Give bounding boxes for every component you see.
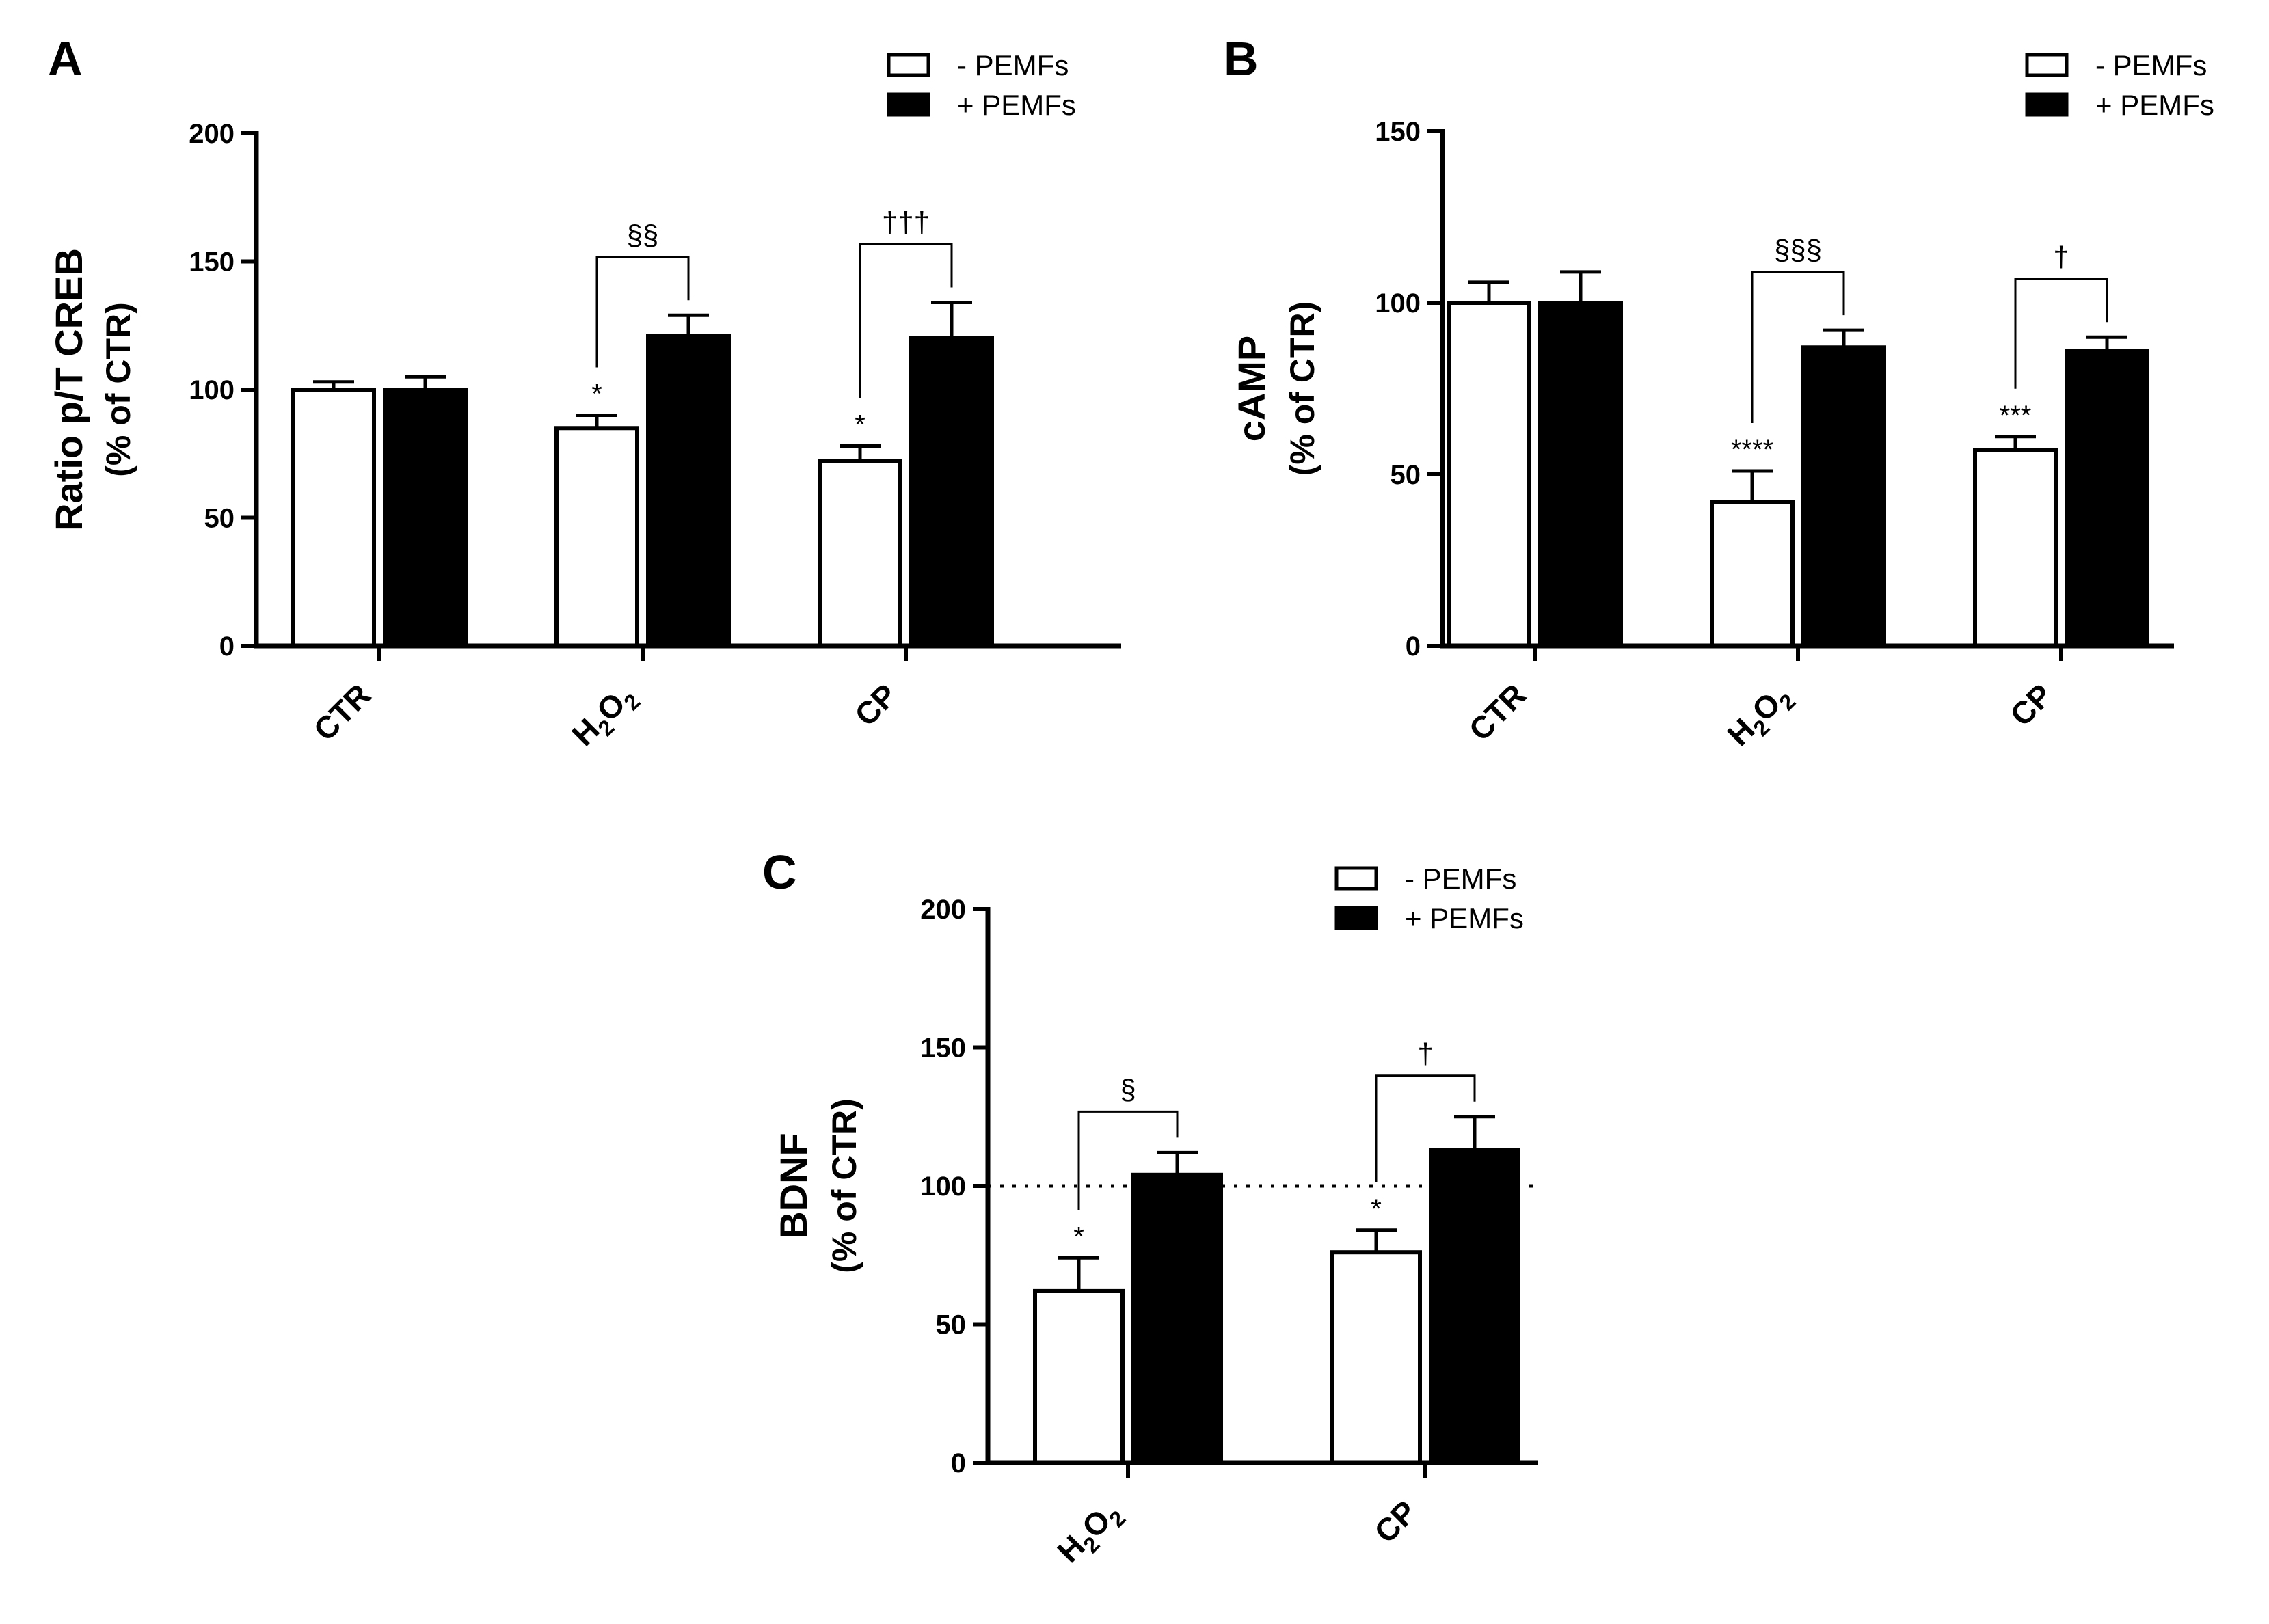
y-tick-label: 150 bbox=[920, 1033, 966, 1064]
legend-label: - PEMFs bbox=[1405, 863, 1516, 895]
x-category-label: CP bbox=[848, 677, 904, 733]
y-tick-label: 0 bbox=[219, 632, 234, 662]
y-tick-label: 100 bbox=[189, 375, 234, 405]
x-category-label: H2O2 bbox=[565, 677, 645, 757]
bar-plus-pemfs bbox=[1538, 301, 1623, 648]
significance-star: **** bbox=[1731, 435, 1773, 465]
legend-swatch bbox=[887, 92, 930, 117]
comparison-label: §§§ bbox=[1774, 234, 1822, 266]
y-tick-label: 50 bbox=[936, 1310, 967, 1340]
y-tick-label: 100 bbox=[920, 1172, 966, 1202]
significance-star: *** bbox=[2000, 401, 2032, 431]
comparison-label: §§ bbox=[627, 219, 659, 251]
bar-plus-pemfs bbox=[909, 336, 994, 648]
legend-label: - PEMFs bbox=[2095, 49, 2207, 81]
bar-plus-pemfs bbox=[1131, 1172, 1223, 1465]
y-tick-label: 200 bbox=[189, 119, 234, 149]
y-axis-label: Ratio p/T CREB bbox=[47, 248, 90, 531]
panel-letter: A bbox=[48, 32, 83, 85]
bar-plus-pemfs bbox=[383, 388, 468, 648]
panel-C: C BDNF (% of CTR) * * § † 0 50 100 150 200 H2O2 CP - P… bbox=[762, 845, 1538, 1573]
legend-label: + PEMFs bbox=[1405, 902, 1524, 934]
legend-label: - PEMFs bbox=[957, 49, 1069, 81]
legend: - PEMFs + PEMFs bbox=[1334, 863, 1524, 934]
y-tick-label: 50 bbox=[1391, 460, 1421, 490]
bar-plus-pemfs bbox=[1429, 1148, 1520, 1465]
panel-A: A Ratio p/T CREB (% of CTR) * * §§ ††† 0 50 100 15… bbox=[47, 32, 1121, 757]
y-tick-label: 150 bbox=[189, 247, 234, 278]
comparison-label: ††† bbox=[882, 206, 930, 239]
y-axis-sublabel: (% of CTR) bbox=[1283, 301, 1321, 476]
legend-swatch bbox=[1334, 906, 1378, 930]
bar-plus-pemfs bbox=[646, 334, 731, 648]
x-category-label: CP bbox=[2003, 677, 2059, 733]
y-axis-sublabel: (% of CTR) bbox=[825, 1098, 863, 1273]
x-category-label: H2O2 bbox=[1720, 677, 1800, 757]
bar-minus-pemfs bbox=[818, 459, 902, 648]
y-tick-label: 200 bbox=[920, 895, 966, 925]
significance-star: * bbox=[591, 379, 602, 409]
comparison-label: † bbox=[2053, 241, 2069, 273]
y-tick-label: 0 bbox=[1406, 632, 1421, 662]
y-tick-label: 0 bbox=[951, 1448, 966, 1478]
bar-minus-pemfs bbox=[1033, 1288, 1125, 1465]
comparison-bracket bbox=[1751, 271, 1845, 423]
bar-plus-pemfs bbox=[1801, 345, 1886, 648]
comparison-label: † bbox=[1417, 1038, 1433, 1070]
x-category-label: CTR bbox=[1462, 677, 1533, 748]
y-axis-label: cAMP bbox=[1230, 336, 1273, 442]
legend-label: + PEMFs bbox=[2095, 89, 2214, 121]
bar-minus-pemfs bbox=[1330, 1250, 1422, 1465]
comparison-bracket bbox=[1375, 1074, 1476, 1182]
x-category-label: CTR bbox=[306, 677, 377, 748]
y-tick-label: 150 bbox=[1375, 117, 1421, 147]
y-tick-label: 50 bbox=[204, 504, 235, 534]
panel-letter: B bbox=[1224, 32, 1259, 85]
bar-minus-pemfs bbox=[1447, 301, 1531, 648]
comparison-bracket bbox=[2014, 278, 2108, 389]
legend-swatch bbox=[1334, 866, 1378, 891]
bar-plus-pemfs bbox=[2065, 349, 2149, 649]
x-category-label: H2O2 bbox=[1050, 1493, 1130, 1573]
legend-label: + PEMFs bbox=[957, 89, 1076, 121]
bar-minus-pemfs bbox=[1973, 448, 2058, 648]
bar-minus-pemfs bbox=[1710, 500, 1795, 648]
legend: - PEMFs + PEMFs bbox=[2025, 49, 2214, 121]
comparison-bracket bbox=[859, 243, 953, 398]
bar-minus-pemfs bbox=[554, 426, 639, 648]
significance-star: * bbox=[1073, 1221, 1084, 1251]
panel-letter: C bbox=[762, 845, 797, 899]
x-category-label: CP bbox=[1367, 1493, 1423, 1549]
significance-star: * bbox=[1371, 1194, 1382, 1224]
comparison-bracket bbox=[595, 256, 690, 368]
y-axis-label: BDNF bbox=[772, 1133, 815, 1239]
comparison-label: § bbox=[1120, 1073, 1136, 1105]
y-axis-sublabel: (% of CTR) bbox=[99, 302, 137, 477]
legend: - PEMFs + PEMFs bbox=[887, 49, 1076, 121]
comparison-bracket bbox=[1077, 1110, 1179, 1210]
y-tick-label: 100 bbox=[1375, 288, 1421, 319]
legend-swatch bbox=[2025, 92, 2069, 117]
legend-swatch bbox=[887, 53, 930, 77]
legend-swatch bbox=[2025, 53, 2069, 77]
bar-minus-pemfs bbox=[291, 388, 376, 648]
significance-star: * bbox=[855, 410, 865, 440]
